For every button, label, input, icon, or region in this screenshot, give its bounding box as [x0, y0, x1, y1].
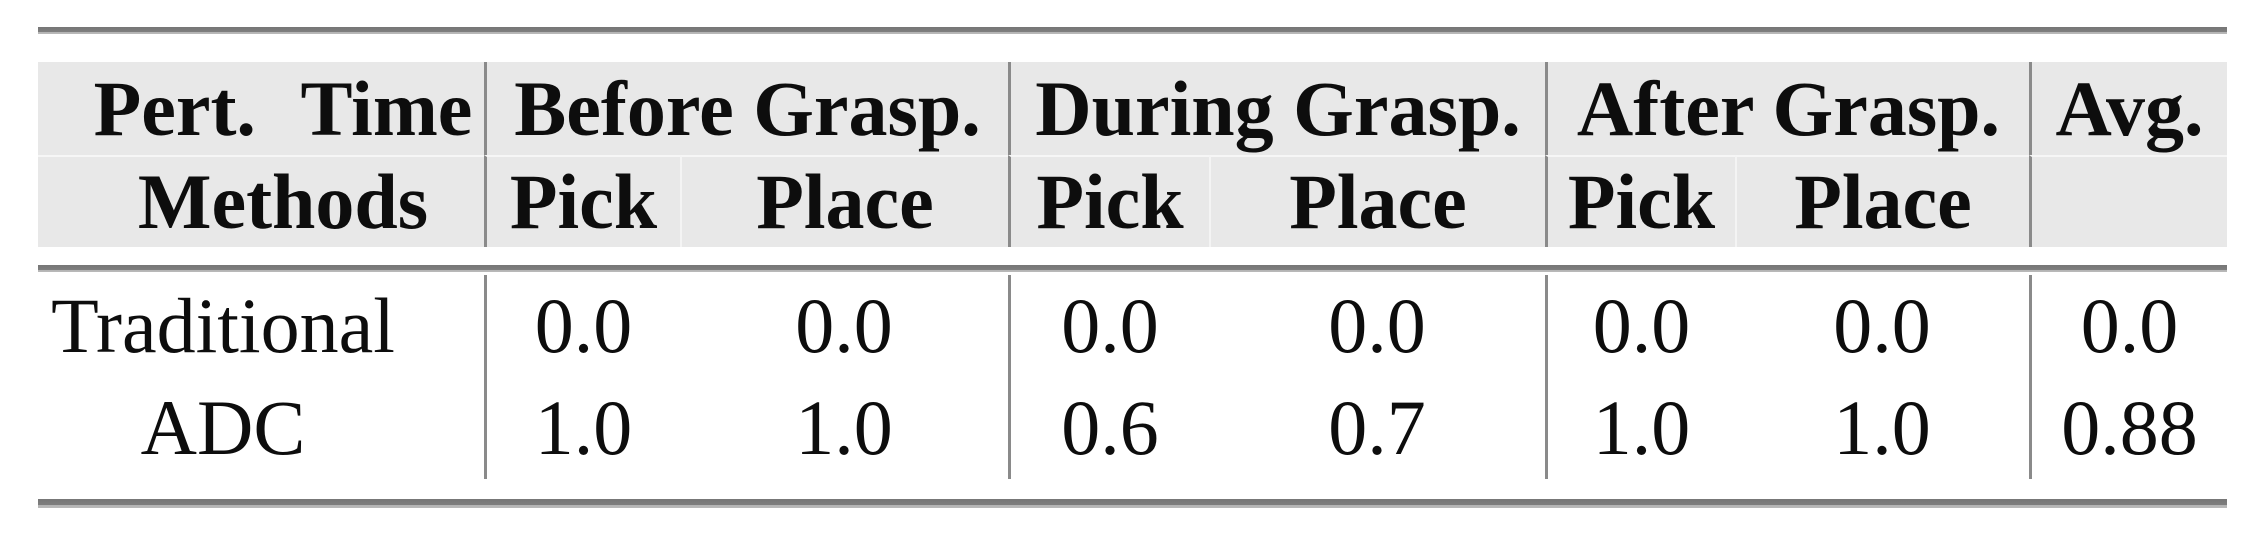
cell-traditional-during-pick: 0.0: [1008, 275, 1209, 377]
table-bottom-rule: [38, 499, 2227, 508]
cell-adc-during-pick: 0.6: [1008, 377, 1209, 479]
cell-traditional-after-place: 0.0: [1833, 282, 1931, 369]
header-corner-line1: Pert. Time: [93, 64, 473, 152]
header-corner-line2: Methods: [38, 155, 484, 247]
cell-adc-before-place: 1.0: [795, 384, 893, 471]
cell-adc-after-place: 1.0: [1833, 384, 1931, 471]
header-during-pick: Pick: [1008, 155, 1209, 247]
table-top-rule: [38, 27, 2227, 34]
cell-adc-avg: 0.88: [2029, 377, 2227, 479]
table-header-band: Pert. Time Before Grasp. During Grasp. A…: [38, 62, 2227, 247]
cell-traditional-avg: 0.0: [2029, 275, 2227, 377]
cell-adc-before-pick: 1.0: [484, 377, 680, 479]
table-body: Traditional 0.0 0.0 0.0 0.0 0.0 0.0 0.0 …: [38, 275, 2227, 479]
method-name-adc: ADC: [140, 384, 306, 471]
header-during-place: Place: [1209, 155, 1545, 247]
header-before-place: Place: [680, 155, 1008, 247]
header-avg-empty: [2029, 155, 2227, 247]
cell-adc-after-pick: 1.0: [1545, 377, 1735, 479]
cell-traditional-during-place: 0.0: [1328, 282, 1426, 369]
cell-traditional-before-place: 0.0: [795, 282, 893, 369]
header-group-before-grasp: Before Grasp.: [484, 62, 1008, 155]
cell-adc-during-place: 0.7: [1328, 384, 1426, 471]
header-before-pick: Pick: [484, 155, 680, 247]
header-after-place: Place: [1735, 155, 2029, 247]
cell-traditional-after-pick: 0.0: [1545, 275, 1735, 377]
table-mid-rule: [38, 265, 2227, 272]
header-after-pick: Pick: [1545, 155, 1735, 247]
header-avg-label: Avg.: [2029, 62, 2227, 155]
header-group-after-grasp: After Grasp.: [1545, 62, 2029, 155]
cell-traditional-before-pick: 0.0: [484, 275, 680, 377]
method-name-traditional: Traditional: [51, 282, 395, 369]
header-group-during-grasp: During Grasp.: [1008, 62, 1545, 155]
